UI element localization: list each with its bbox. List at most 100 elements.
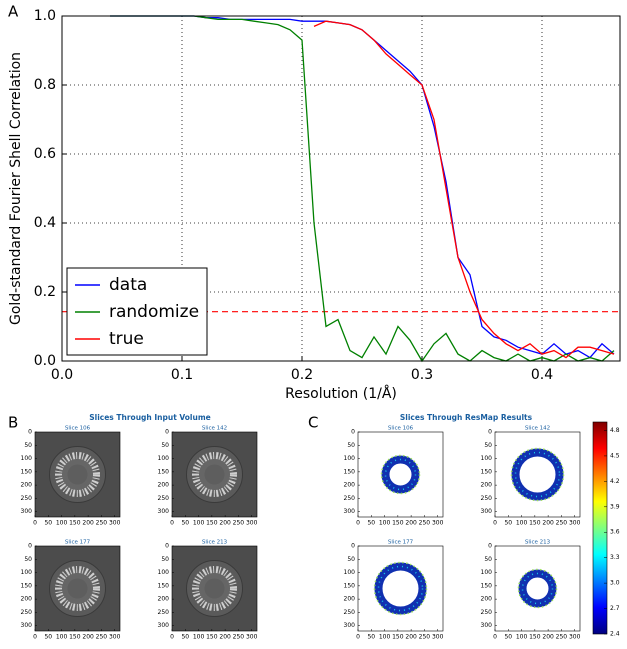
x-tick-label: 100 bbox=[193, 634, 205, 641]
x-tick-label: 250 bbox=[556, 520, 568, 527]
y-tick-label: 0.4 bbox=[34, 215, 56, 231]
subplot-title: Slice 142 bbox=[202, 426, 227, 432]
x-tick-label: 0 bbox=[33, 634, 37, 641]
resmap-ring-edge bbox=[380, 454, 421, 495]
x-tick-label: 300 bbox=[109, 520, 121, 527]
y-tick-label: 250 bbox=[21, 609, 33, 616]
x-tick-label: 0.2 bbox=[291, 367, 313, 383]
slice-image bbox=[495, 432, 580, 517]
panel-label: C bbox=[308, 414, 318, 432]
y-tick-label: 200 bbox=[481, 482, 493, 489]
y-tick-label: 200 bbox=[158, 596, 170, 603]
x-tick-label: 100 bbox=[379, 634, 391, 641]
y-tick-label: 0.8 bbox=[34, 77, 56, 93]
x-tick-label: 250 bbox=[419, 520, 431, 527]
image-frame bbox=[357, 431, 444, 518]
x-tick-label: 50 bbox=[367, 634, 375, 641]
x-tick-label: 100 bbox=[56, 634, 68, 641]
x-tick-label: 0 bbox=[33, 520, 37, 527]
y-tick-label: 250 bbox=[21, 495, 33, 502]
subplot-title: Slice 106 bbox=[388, 426, 414, 432]
x-tick-label: 0.1 bbox=[171, 367, 193, 383]
x-tick-label: 300 bbox=[569, 634, 581, 641]
slice-image bbox=[358, 432, 443, 517]
y-tick-label: 0.0 bbox=[34, 353, 56, 369]
image-frame bbox=[357, 545, 444, 632]
colorbar-tick-label: 2.4 bbox=[610, 631, 620, 638]
y-tick-label: 100 bbox=[481, 455, 493, 462]
colorbar-tick-label: 2.7 bbox=[610, 605, 620, 612]
x-tick-label: 300 bbox=[246, 634, 258, 641]
subplot-title: Slice 106 bbox=[65, 426, 91, 432]
x-tick-label: 150 bbox=[69, 634, 81, 641]
panel-label: A bbox=[8, 3, 19, 21]
y-tick-label: 200 bbox=[21, 482, 33, 489]
x-tick-label: 0.0 bbox=[51, 367, 73, 383]
y-tick-label: 250 bbox=[481, 495, 493, 502]
x-tick-label: 150 bbox=[69, 520, 81, 527]
x-tick-label: 250 bbox=[96, 520, 108, 527]
y-tick-label: 0 bbox=[488, 543, 492, 550]
y-tick-label: 150 bbox=[21, 582, 33, 589]
x-tick-label: 100 bbox=[516, 520, 528, 527]
image-frame bbox=[171, 545, 258, 632]
x-tick-label: 0 bbox=[170, 520, 174, 527]
x-tick-label: 300 bbox=[569, 520, 581, 527]
y-tick-label: 100 bbox=[344, 455, 356, 462]
x-tick-label: 200 bbox=[219, 634, 231, 641]
y-tick-label: 300 bbox=[158, 508, 170, 515]
subplot-title: Slice 177 bbox=[388, 540, 414, 546]
colorbar-tick-label: 3.9 bbox=[610, 503, 620, 510]
y-tick-label: 300 bbox=[21, 508, 33, 515]
y-tick-label: 150 bbox=[21, 468, 33, 475]
y-tick-label: 250 bbox=[158, 609, 170, 616]
x-tick-label: 300 bbox=[432, 634, 444, 641]
x-tick-label: 0 bbox=[356, 520, 360, 527]
y-tick-label: 50 bbox=[24, 442, 32, 449]
x-tick-label: 50 bbox=[181, 520, 189, 527]
x-tick-label: 250 bbox=[233, 520, 245, 527]
y-tick-label: 50 bbox=[484, 442, 492, 449]
x-tick-label: 0 bbox=[356, 634, 360, 641]
image-frame bbox=[171, 431, 258, 518]
y-tick-label: 300 bbox=[344, 508, 356, 515]
y-tick-label: 50 bbox=[484, 556, 492, 563]
particle-core bbox=[204, 578, 225, 599]
x-tick-label: 150 bbox=[529, 634, 541, 641]
y-tick-label: 1.0 bbox=[34, 8, 56, 24]
x-tick-label: 0.3 bbox=[411, 367, 433, 383]
y-tick-label: 250 bbox=[344, 609, 356, 616]
x-tick-label: 50 bbox=[367, 520, 375, 527]
colorbar-tick-label: 4.2 bbox=[610, 478, 620, 485]
y-tick-label: 150 bbox=[481, 582, 493, 589]
slice-image bbox=[358, 546, 443, 631]
y-tick-label: 100 bbox=[344, 569, 356, 576]
y-tick-label: 0 bbox=[351, 543, 355, 550]
y-tick-label: 100 bbox=[21, 455, 33, 462]
x-tick-label: 0.4 bbox=[531, 367, 553, 383]
x-axis-label: Resolution (1/Å) bbox=[285, 385, 397, 402]
x-tick-label: 100 bbox=[193, 520, 205, 527]
x-tick-label: 100 bbox=[379, 520, 391, 527]
x-tick-label: 150 bbox=[206, 634, 218, 641]
y-tick-label: 100 bbox=[158, 569, 170, 576]
y-tick-label: 200 bbox=[481, 596, 493, 603]
x-tick-label: 150 bbox=[529, 520, 541, 527]
x-tick-label: 200 bbox=[82, 520, 94, 527]
y-axis-label: Gold-standard Fourier Shell Correlation bbox=[8, 52, 24, 325]
y-tick-label: 50 bbox=[347, 556, 355, 563]
x-tick-label: 0 bbox=[493, 634, 497, 641]
x-tick-label: 100 bbox=[56, 520, 68, 527]
y-tick-label: 150 bbox=[158, 582, 170, 589]
x-tick-label: 300 bbox=[432, 520, 444, 527]
colorbar-tick-label: 3.0 bbox=[610, 580, 620, 587]
layer: A 0.0 0.1 0.2 0.3 0.4 0.0 0.2 0.4 0.6 0.8 1.0 Resolu… bbox=[8, 3, 621, 641]
y-tick-label: 250 bbox=[344, 495, 356, 502]
x-tick-label: 200 bbox=[405, 520, 417, 527]
colorbar-tick-label: 3.3 bbox=[610, 554, 620, 561]
y-tick-label: 0 bbox=[165, 429, 169, 436]
y-tick-label: 200 bbox=[344, 596, 356, 603]
x-tick-label: 200 bbox=[82, 634, 94, 641]
